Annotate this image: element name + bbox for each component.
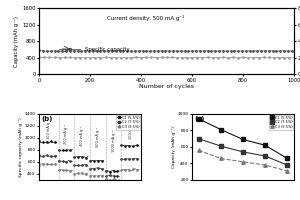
Text: 200 mA g⁻¹: 200 mA g⁻¹ (64, 123, 68, 144)
C2 (7.5%) (241, 151, 245, 153)
Line: C1 (5.5%): C1 (5.5%) (197, 117, 289, 160)
Text: 100 mA g⁻¹: 100 mA g⁻¹ (129, 119, 133, 139)
Legend: C1 (5.5%), C2 (7.5%), C3 (9.5%): C1 (5.5%), C2 (7.5%), C3 (9.5%) (269, 115, 293, 130)
C2 (7.5%) (219, 145, 223, 147)
C3 (9.5%) (263, 164, 267, 166)
C2 (7.5%) (197, 137, 200, 140)
Y-axis label: Capacity (mAh g⁻¹): Capacity (mAh g⁻¹) (14, 16, 19, 67)
Line: C2 (7.5%): C2 (7.5%) (197, 137, 289, 167)
Text: 100 mA g⁻¹: 100 mA g⁻¹ (47, 119, 51, 139)
C2 (7.5%) (286, 164, 289, 166)
C1 (5.5%) (286, 157, 289, 160)
C2 (7.5%) (263, 155, 267, 157)
X-axis label: Number of cycles: Number of cycles (139, 84, 194, 89)
C1 (5.5%) (219, 128, 223, 131)
Text: Current density: 500 mA g⁻¹: Current density: 500 mA g⁻¹ (107, 15, 185, 21)
Y-axis label: Capacity (mAh g⁻¹): Capacity (mAh g⁻¹) (172, 126, 176, 168)
C3 (9.5%) (219, 157, 223, 160)
C3 (9.5%) (286, 170, 289, 172)
C1 (5.5%) (197, 118, 200, 120)
C3 (9.5%) (197, 149, 200, 151)
C3 (9.5%) (241, 161, 245, 163)
C1 (5.5%) (241, 138, 245, 141)
Text: 1000 mA g⁻¹: 1000 mA g⁻¹ (112, 129, 116, 152)
Y-axis label: Specific capacity (mAh g⁻¹): Specific capacity (mAh g⁻¹) (19, 117, 23, 177)
Text: 500 mA g⁻¹: 500 mA g⁻¹ (96, 127, 100, 147)
Text: (c): (c) (194, 116, 204, 122)
Text: (b): (b) (41, 116, 52, 122)
Text: Specific capacity: Specific capacity (85, 47, 130, 52)
Text: 400 mA g⁻¹: 400 mA g⁻¹ (80, 126, 84, 146)
C1 (5.5%) (263, 144, 267, 146)
Legend: C1 (5.5%), C2 (7.5%), C3 (9.5%): C1 (5.5%), C2 (7.5%), C3 (9.5%) (116, 115, 140, 130)
Line: C3 (9.5%): C3 (9.5%) (197, 148, 289, 173)
